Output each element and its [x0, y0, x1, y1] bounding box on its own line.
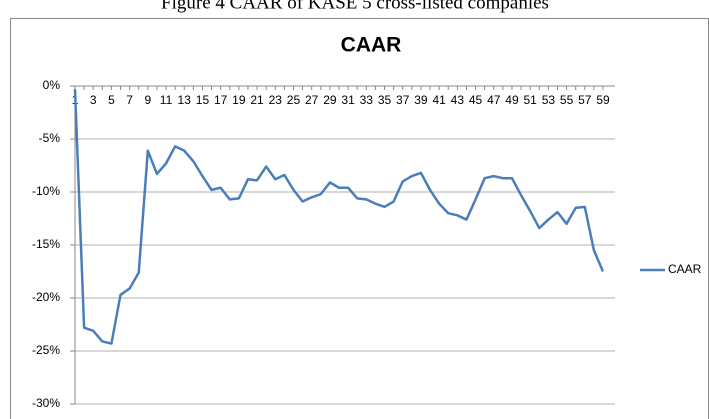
legend-label: CAAR — [668, 262, 702, 276]
chart-title: CAAR — [341, 34, 402, 57]
x-tick-label: 39 — [414, 93, 428, 107]
y-tick-label: -5% — [39, 131, 61, 145]
x-tick-label: 43 — [451, 93, 465, 107]
x-tick-label: 19 — [232, 93, 246, 107]
y-tick-label: -10% — [32, 184, 60, 198]
x-tick-label: 29 — [323, 93, 337, 107]
x-tick-label: 13 — [178, 93, 192, 107]
y-tick-label: -25% — [32, 343, 60, 357]
x-tick-label: 5 — [108, 93, 115, 107]
x-tick-label: 53 — [542, 93, 556, 107]
x-tick-label: 59 — [596, 93, 610, 107]
y-tick-label: 0% — [43, 78, 61, 92]
x-tick-label: 21 — [250, 93, 264, 107]
x-tick-label: 9 — [144, 93, 151, 107]
x-tick-label: 15 — [196, 93, 210, 107]
x-tick-label: 45 — [469, 93, 483, 107]
x-tick-label: 35 — [378, 93, 392, 107]
y-tick-label: -15% — [32, 237, 60, 251]
x-tick-label: 57 — [578, 93, 592, 107]
data-line — [73, 89, 605, 345]
x-tick-label: 3 — [90, 93, 97, 107]
x-tick-label: 7 — [126, 93, 133, 107]
y-tick-label: -20% — [32, 290, 60, 304]
figure-caption: Figure 4 CAAR of KASE 5 cross-listed com… — [161, 0, 549, 13]
x-tick-label: 51 — [523, 93, 537, 107]
y-tick-label: -30% — [32, 396, 60, 410]
x-tick-label: 25 — [287, 93, 301, 107]
x-tick-label: 37 — [396, 93, 410, 107]
x-tick-label: 55 — [560, 93, 574, 107]
x-tick-label: 49 — [505, 93, 519, 107]
x-tick-label: 33 — [360, 93, 374, 107]
x-tick-label: 23 — [269, 93, 283, 107]
x-tick-label: 27 — [305, 93, 319, 107]
x-tick-label: 41 — [432, 93, 446, 107]
x-tick-label: 47 — [487, 93, 501, 107]
x-tick-label: 17 — [214, 93, 228, 107]
x-tick-label: 31 — [341, 93, 355, 107]
chart-border — [10, 18, 709, 419]
x-tick-label: 11 — [160, 93, 173, 107]
